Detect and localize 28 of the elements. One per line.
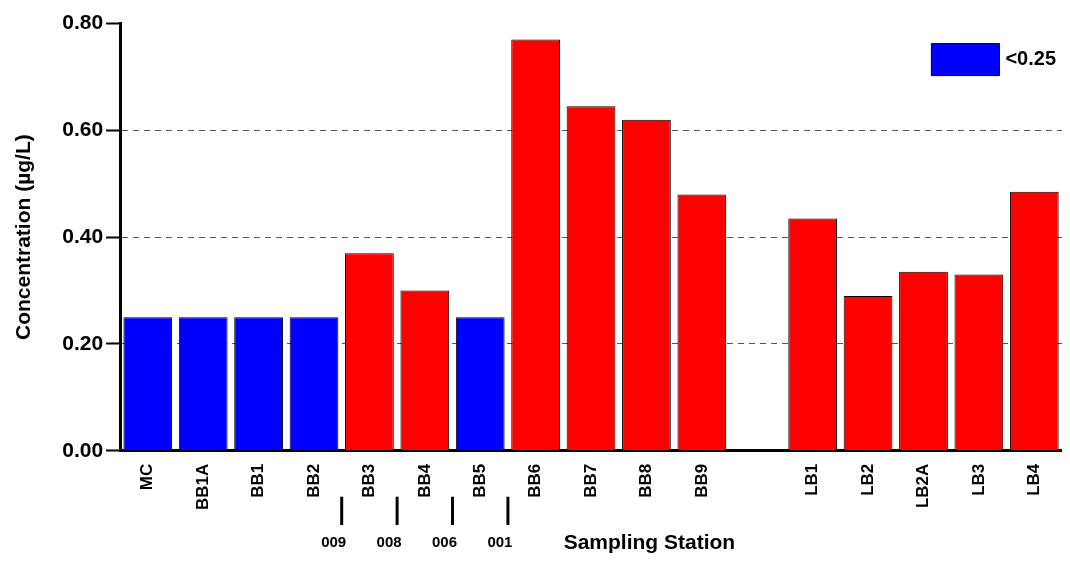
x-tick-label: BB5	[469, 463, 489, 498]
x-tick-label: BB1	[248, 463, 268, 498]
x-tick-label: LB2A	[913, 463, 933, 509]
x-tick-label: LB1	[802, 463, 822, 496]
x-tick-label: BB3	[359, 463, 379, 498]
y-tick-label: 0.40	[62, 223, 104, 247]
text: 009	[321, 532, 347, 550]
x-tick-label: LB4	[1023, 463, 1043, 496]
x-axis-title: Sampling Station	[563, 530, 736, 554]
x-tick-label: BB9	[691, 463, 711, 498]
x-tick-label: BB4	[414, 463, 434, 498]
x-tick-label: BB7	[580, 463, 600, 498]
y-tick-label: 0.00	[62, 437, 104, 461]
x-tick-label: BB8	[636, 463, 656, 498]
x-tick-label: LB3	[968, 463, 988, 496]
x-tick-label: BB6	[525, 463, 545, 498]
legend-label: <0.25	[1005, 47, 1056, 70]
text: 006	[432, 532, 458, 550]
x-tick-label: BB1A	[192, 463, 212, 511]
x-tick-label: LB2	[857, 463, 877, 496]
y-tick-label: 0.60	[62, 117, 104, 141]
text: 001	[487, 532, 513, 550]
x-tick-label: BB2	[303, 463, 323, 498]
y-tick-label: 0.20	[62, 330, 104, 354]
x-tick-label: MC	[137, 463, 157, 491]
text: 008	[376, 532, 402, 550]
y-axis-title: Concentration (µg/L)	[11, 134, 35, 341]
y-tick-label: 0.80	[62, 10, 104, 34]
